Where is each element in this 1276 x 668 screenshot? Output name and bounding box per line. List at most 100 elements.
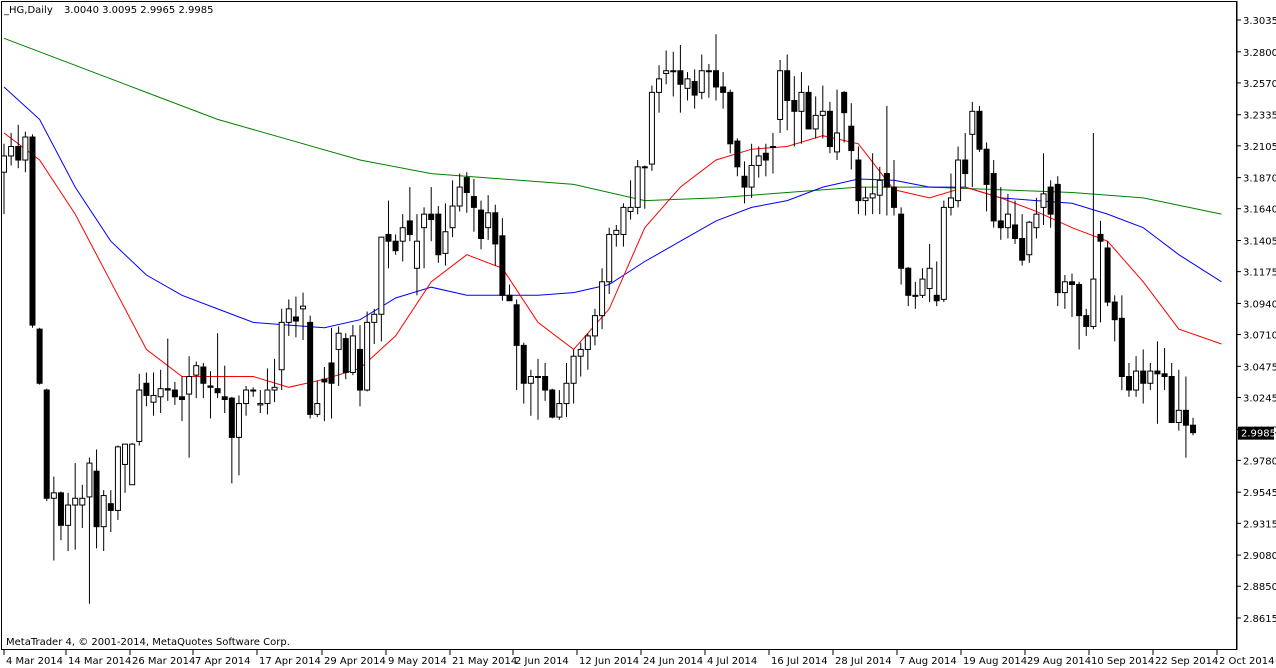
candle-body-up: [79, 497, 86, 506]
candle: [748, 143, 755, 198]
candle-body-down: [506, 294, 513, 302]
candle-body-down: [342, 338, 349, 373]
candle-body-up: [599, 281, 606, 317]
candle-body-up: [748, 164, 755, 188]
candle-body-up: [257, 403, 264, 406]
candle: [1069, 273, 1075, 317]
candle: [1061, 275, 1068, 309]
candle: [720, 72, 727, 109]
candle-body-up: [620, 206, 627, 235]
y-tick-label: 3.0475: [1243, 362, 1276, 373]
candle-body-up: [862, 197, 869, 202]
candle-body-down: [1168, 376, 1175, 423]
candle: [492, 204, 499, 266]
candle-body-up: [819, 110, 826, 116]
candle: [791, 76, 798, 147]
candle-body-down: [983, 148, 990, 185]
candle: [22, 131, 29, 173]
candle-body-down: [164, 388, 171, 391]
candle-body-up: [656, 78, 663, 93]
candle-body-up: [947, 197, 954, 208]
candle-body-up: [812, 114, 819, 130]
candle: [179, 376, 185, 422]
candle: [591, 308, 598, 346]
candle-body-down: [990, 173, 997, 222]
candle-body-up: [1026, 221, 1033, 256]
candle: [499, 218, 506, 301]
x-tick-label: 29 Aug 2014: [1027, 656, 1091, 667]
candle-body-down: [171, 389, 178, 398]
candle-body-up: [335, 332, 342, 350]
y-tick-label: 2.9080: [1243, 551, 1276, 562]
x-tick-label: 7 Apr 2014: [195, 656, 250, 667]
candle: [1175, 369, 1182, 431]
candle: [114, 445, 121, 520]
candle-body-up: [1040, 193, 1047, 208]
candle: [1190, 417, 1197, 436]
candle-body-down: [976, 110, 983, 150]
candle-body-up: [570, 355, 577, 384]
x-tick-label: 19 Aug 2014: [963, 656, 1027, 667]
candle-body-down: [513, 304, 520, 346]
candle: [1019, 214, 1026, 266]
candle-body-up: [1061, 281, 1068, 294]
candle-body-up: [535, 376, 541, 378]
x-tick-label: 9 May 2014: [388, 656, 447, 667]
candle: [599, 268, 606, 330]
candle-body-up: [1033, 213, 1040, 229]
candle-body-down: [328, 362, 335, 384]
candle: [606, 227, 613, 294]
candle: [221, 365, 228, 414]
candle: [485, 195, 492, 240]
candle-body-up: [250, 389, 257, 392]
candle: [435, 206, 442, 263]
x-tick-label: 22 Sep 2014: [1155, 656, 1218, 667]
candle: [627, 180, 634, 220]
candle: [406, 187, 413, 242]
y-tick-label: 2.8615: [1243, 614, 1276, 625]
candle: [976, 105, 983, 152]
candle-body-up: [940, 206, 947, 300]
y-tick-label: 3.2570: [1243, 79, 1276, 90]
candle-body-down: [784, 70, 791, 101]
candle-body-up: [869, 193, 876, 199]
candle: [563, 362, 570, 418]
candle-body-up: [413, 240, 420, 269]
candle: [1133, 356, 1140, 397]
candle-body-down: [492, 212, 499, 245]
candle: [321, 367, 328, 422]
candle-body-up: [670, 70, 677, 73]
candle-body-up: [563, 382, 570, 405]
candle-body-down: [962, 159, 969, 175]
candle-body-down: [933, 294, 940, 302]
candle-body-down: [292, 316, 299, 322]
current-price-label: 2.9985: [1241, 429, 1276, 440]
candle: [100, 490, 107, 552]
candle-body-up: [157, 388, 164, 398]
candle: [378, 236, 385, 342]
candle: [684, 72, 691, 101]
candle-body-up: [634, 166, 641, 208]
current-price-marker: 2.9985: [1238, 426, 1276, 440]
y-tick-label: 3.3035: [1243, 16, 1276, 27]
candle-body-down: [542, 376, 549, 391]
candle: [1047, 180, 1054, 228]
candle-body-down: [478, 209, 485, 240]
candle-body-down: [891, 186, 897, 208]
candle: [456, 173, 463, 212]
candle: [264, 368, 271, 415]
candle: [1026, 220, 1033, 263]
candle: [314, 380, 321, 418]
candle-body-down: [1069, 281, 1075, 286]
candle-body-down: [228, 397, 235, 438]
x-tick-label: 17 Apr 2014: [259, 656, 321, 667]
x-tick-label: 24 Jun 2014: [643, 656, 703, 667]
candle: [848, 103, 855, 170]
candle-body-up: [876, 179, 883, 196]
candle: [257, 390, 264, 414]
x-tick-label: 12 Jun 2014: [579, 656, 639, 667]
candle: [1076, 281, 1083, 350]
candle: [570, 349, 577, 404]
candle: [107, 490, 114, 533]
